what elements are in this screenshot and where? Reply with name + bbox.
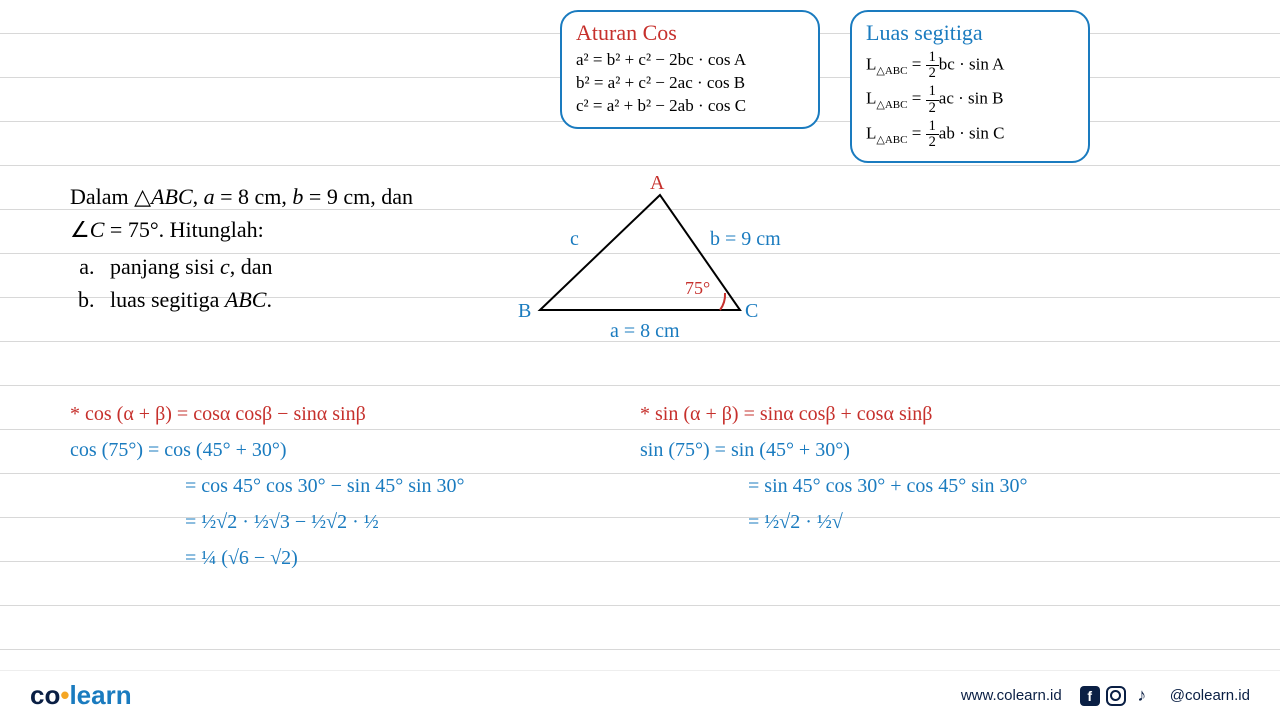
cos75-line4: = ¼ (√6 − √2) [70, 541, 465, 575]
triangle-angle-C: 75° [685, 278, 710, 299]
footer-bar: co•learn www.colearn.id f ♪ @colearn.id [0, 670, 1280, 720]
sin75-line1: sin (75°) = sin (45° + 30°) [640, 433, 1028, 467]
area-formula-2: L△ABC = 12ac · sin B [866, 84, 1074, 115]
triangle-vertex-C: C [745, 300, 758, 323]
cos-formula-2: b² = a² + c² − 2ac · cos B [576, 73, 804, 93]
logo-co: co [30, 680, 60, 710]
cos75-line2: = cos 45° cos 30° − sin 45° sin 30° [70, 469, 465, 503]
sin-identity: * sin (α + β) = sinα cosβ + cosα sinβ [640, 397, 1028, 431]
triangle-diagram: A B C c b = 9 cm a = 8 cm 75° [520, 180, 800, 355]
instagram-icon [1106, 686, 1126, 706]
footer-url: www.colearn.id [961, 687, 1062, 704]
logo: co•learn [30, 680, 132, 711]
triangle-vertex-B: B [518, 300, 531, 323]
problem-triangle-name: ABC [151, 184, 193, 209]
tiktok-icon: ♪ [1132, 686, 1152, 706]
area-formula-1: L△ABC = 12bc · sin A [866, 50, 1074, 81]
cloud-area-rule: Luas segitiga L△ABC = 12bc · sin A L△ABC… [850, 10, 1090, 163]
cos-identity: * cos (α + β) = cosα cosβ − sinα sinβ [70, 397, 465, 431]
problem-statement: Dalam △ABC, a = 8 cm, b = 9 cm, dan ∠C =… [70, 180, 413, 316]
problem-item-b: luas segitiga ABC. [100, 283, 413, 316]
cos-formula-3: c² = a² + b² − 2ab · cos C [576, 96, 804, 116]
area-formula-3: L△ABC = 12ab · sin C [866, 119, 1074, 150]
triangle-vertex-A: A [650, 172, 664, 195]
cloud-cosine-rule: Aturan Cos a² = b² + c² − 2bc · cos A b²… [560, 10, 820, 129]
triangle-side-a: a = 8 cm [610, 320, 680, 343]
cloud-cos-title: Aturan Cos [576, 20, 804, 46]
cos75-line3: = ½√2 · ½√3 − ½√2 · ½ [70, 505, 465, 539]
sin75-line2: = sin 45° cos 30° + cos 45° sin 30° [640, 469, 1028, 503]
triangle-side-b: b = 9 cm [710, 228, 781, 251]
problem-item-a: panjang sisi c, dan [100, 250, 413, 283]
logo-learn: learn [69, 680, 131, 710]
problem-line1-pre: Dalam △ [70, 184, 151, 209]
work-cos-expansion: * cos (α + β) = cosα cosβ − sinα sinβ co… [70, 395, 465, 577]
facebook-icon: f [1080, 686, 1100, 706]
triangle-side-c: c [570, 228, 579, 251]
footer-handle: @colearn.id [1170, 687, 1250, 704]
social-icons: f ♪ [1080, 686, 1152, 706]
work-sin-expansion: * sin (α + β) = sinα cosβ + cosα sinβ si… [640, 395, 1028, 541]
cos-formula-1: a² = b² + c² − 2bc · cos A [576, 50, 804, 70]
cloud-area-title: Luas segitiga [866, 20, 1074, 46]
cos75-line1: cos (75°) = cos (45° + 30°) [70, 433, 465, 467]
sin75-line3: = ½√2 · ½√ [640, 505, 1028, 539]
